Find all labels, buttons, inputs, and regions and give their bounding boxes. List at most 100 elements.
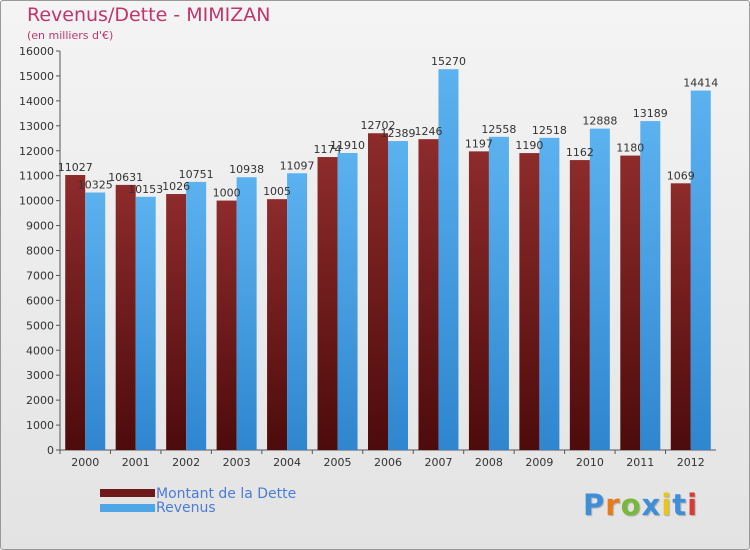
value-label-revenus-2008: 12558 [481,123,516,136]
bar-revenus-2008 [488,136,509,450]
value-label-dette-2012: 1069 [667,169,695,182]
bar-dette-2010 [569,160,590,450]
x-tick-label: 2006 [374,456,402,469]
y-tick-label: 1000 [26,419,54,432]
bar-dette-2012 [670,183,691,451]
bar-dette-2009 [519,153,540,450]
value-label-revenus-2004: 11097 [280,159,315,172]
bar-dette-2005 [317,157,338,451]
bars [65,69,711,451]
bar-revenus-2011 [640,121,661,451]
value-label-dette-2001: 10631 [108,171,143,184]
x-tick-label: 2009 [525,456,553,469]
y-tick-label: 16000 [19,45,54,58]
logo-letter: P [583,488,606,522]
value-label-dette-2005: 1174 [314,143,342,156]
value-label-dette-2011: 1180 [616,142,644,155]
bar-dette-2003 [216,200,237,450]
x-tick-label: 2004 [273,456,301,469]
value-label-revenus-2003: 10938 [229,163,264,176]
y-tick-label: 2000 [26,394,54,407]
value-label-revenus-2005: 11910 [330,139,365,152]
logo-letter: i [687,488,699,522]
bar-dette-2004 [267,199,288,450]
y-tick-label: 8000 [26,245,54,258]
logo-letter: t [672,488,688,522]
y-tick-label: 15000 [19,70,54,83]
x-tick-label: 2012 [677,456,705,469]
bar-dette-2006 [368,133,388,450]
x-tick-label: 2000 [71,456,99,469]
bar-revenus-2004 [287,173,308,451]
y-tick-label: 6000 [26,294,54,307]
bar-revenus-2010 [589,128,610,450]
value-label-revenus-2011: 13189 [633,107,668,120]
logo-letter: x [641,488,662,522]
x-tick-label: 2010 [576,456,604,469]
x-tick-label: 2007 [424,456,452,469]
y-tick-label: 7000 [26,269,54,282]
legend-label-revenus: Revenus [156,500,216,516]
bar-revenus-2009 [539,137,560,450]
logo-letter: r [605,488,621,522]
chart-title: Revenus/Dette - MIMIZAN [27,4,271,26]
bar-dette-2001 [115,184,136,450]
y-tick-label: 4000 [26,344,54,357]
y-tick-label: 12000 [19,145,54,158]
value-label-dette-2008: 1197 [465,137,493,150]
y-tick-label: 9000 [26,220,54,233]
bar-dette-2007 [418,139,439,451]
bar-dette-2000 [65,175,86,450]
x-tick-label: 2002 [172,456,200,469]
value-label-dette-2000: 11027 [58,161,93,174]
chart-subtitle: (en milliers d'€) [27,29,114,42]
value-label-revenus-2002: 10751 [179,168,214,181]
x-tick-label: 2011 [626,456,654,469]
x-tick-label: 2005 [324,456,352,469]
bar-revenus-2006 [388,141,408,450]
bar-revenus-2005 [337,152,358,450]
value-label-dette-2004: 1005 [263,185,291,198]
value-label-revenus-2006: 12389 [381,127,416,140]
y-tick-label: 14000 [19,95,54,108]
bar-dette-2008 [468,151,489,450]
y-tick-label: 11000 [19,170,54,183]
bar-revenus-2001 [135,196,156,450]
value-label-revenus-2010: 12888 [582,115,617,128]
value-label-revenus-2012: 14414 [683,77,718,90]
legend-swatch-revenus [100,504,155,512]
value-label-dette-2009: 1190 [515,139,543,152]
bar-revenus-2007 [438,69,459,450]
y-tick-label: 5000 [26,319,54,332]
legend-label-dette: Montant de la Dette [156,486,297,502]
value-label-dette-2002: 1026 [162,180,190,193]
value-label-revenus-2001: 10153 [128,183,163,196]
legend-swatch-dette [100,489,155,497]
proxiti-logo: Proxiti [583,488,698,522]
value-label-dette-2006: 12702 [361,119,396,132]
logo-letter: o [620,488,642,522]
value-label-dette-2010: 1162 [566,146,594,159]
bar-revenus-2003 [236,177,257,450]
bar-revenus-2002 [186,181,207,450]
bar-revenus-2012 [690,90,711,450]
y-tick-label: 10000 [19,195,54,208]
logo-letter: i [661,488,673,522]
value-label-revenus-2007: 15270 [431,55,466,68]
value-label-dette-2007: 1246 [414,125,442,138]
y-tick-label: 13000 [19,120,54,133]
bar-revenus-2000 [85,192,106,450]
bar-dette-2011 [620,155,641,450]
x-tick-label: 2003 [223,456,251,469]
bar-dette-2002 [166,194,187,450]
x-tick-label: 2008 [475,456,503,469]
value-label-revenus-2009: 12518 [532,124,567,137]
axes: 0 1000 2000 3000 4000 5000 6000 7000 8000 9000 100… [19,45,716,469]
value-label-revenus-2000: 10325 [78,179,113,192]
value-label-dette-2003: 1000 [213,187,241,200]
y-tick-label: 0 [47,444,54,457]
y-tick-label: 3000 [26,369,54,382]
x-tick-label: 2001 [122,456,150,469]
